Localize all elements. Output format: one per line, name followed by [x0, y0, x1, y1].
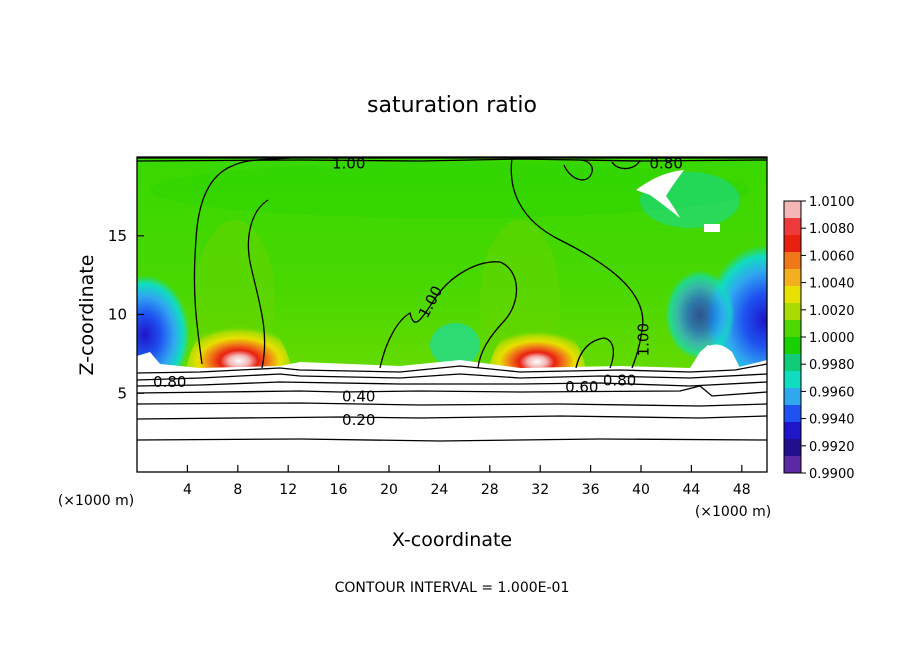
contour-label: 0.80	[649, 154, 682, 172]
y-tick-label: 15	[108, 227, 127, 245]
x-tick-label: 24	[430, 482, 448, 498]
colorbar-swatch	[784, 456, 801, 474]
x-axis-label: X-coordinate	[392, 529, 512, 551]
contour-label-text: 0.80	[603, 372, 636, 390]
colorbar-label: 1.0060	[809, 249, 855, 264]
x-unit-right: (×1000 m)	[695, 504, 771, 520]
x-axis-ticks: 4 8 12 16 20 24 28 32 36 40 44 48	[183, 465, 751, 498]
contour-surface-1	[137, 363, 767, 374]
contour-1-00-left-inner	[247, 199, 269, 369]
colorbar-label: 1.0020	[809, 304, 855, 319]
colorbar-swatch	[784, 320, 801, 338]
colorbar-swatch	[784, 337, 801, 355]
x-tick-label: 16	[330, 482, 348, 498]
x-tick-label: 28	[481, 482, 499, 498]
contour-label-text: 0.20	[342, 411, 375, 429]
hotspot-left	[186, 310, 292, 370]
contour-label: 0.40	[342, 387, 375, 405]
contour-0-10	[137, 438, 767, 442]
contour-label-text: 0.80	[153, 373, 186, 391]
colorbar-swatch	[784, 422, 801, 440]
cyan-region-mid	[430, 323, 480, 367]
terrain-edge	[137, 345, 767, 372]
colorbar-label: 1.0000	[809, 331, 855, 346]
colorbar-swatch	[784, 303, 801, 321]
colorbar-swatch	[784, 269, 801, 287]
contour-0-40	[137, 385, 767, 397]
contour-1-00-small	[575, 337, 615, 369]
white-patch-small	[704, 224, 720, 232]
x-tick-label: 12	[279, 482, 297, 498]
contour-lines	[137, 157, 767, 442]
contour-top-d	[611, 159, 641, 170]
colorbar-swatch	[784, 286, 801, 304]
colorbar-swatch	[784, 218, 801, 236]
y-tick-label: 5	[117, 384, 127, 402]
contour-interval-footnote: CONTOUR INTERVAL = 1.000E-01	[335, 580, 570, 596]
contour-0-30	[137, 402, 767, 407]
plot-area: 1.001.001.000.800.80 0.60 0.800.400.20	[137, 154, 767, 472]
x-tick-label: 20	[380, 482, 398, 498]
colorbar-swatch	[784, 388, 801, 406]
contour-label: 0.20	[342, 411, 375, 429]
x-tick-label: 36	[582, 482, 600, 498]
x-tick-label: 8	[233, 482, 242, 498]
white-patch-upper-right	[636, 170, 684, 218]
contour-label: 1.00	[635, 323, 653, 356]
green-high-band	[150, 162, 750, 218]
y-tick-label: 10	[108, 306, 127, 324]
contour-surface-2	[137, 373, 767, 381]
contour-label: 0.80	[153, 373, 186, 391]
contour-top-c	[563, 159, 593, 181]
contour-surface-3	[137, 381, 767, 387]
chart-title: saturation ratio	[367, 93, 537, 118]
colorbar-swatch	[784, 235, 801, 253]
colorbar-label: 0.9980	[809, 358, 855, 373]
colorbar-label: 1.0080	[809, 222, 855, 237]
contour-label-text: 1.00	[635, 323, 653, 356]
contour-0-20	[137, 415, 767, 420]
x-tick-label: 48	[733, 482, 751, 498]
lower-white-region	[137, 369, 767, 472]
contour-label-text: 0.60	[565, 378, 598, 396]
contour-1-00-right	[510, 157, 644, 369]
y-axis-ticks: 5 10 15	[108, 227, 144, 402]
x-tick-label: 4	[183, 482, 192, 498]
colorbar-label: 1.0100	[809, 195, 855, 210]
cold-region-mid	[665, 270, 735, 360]
contour-label-text: 0.40	[342, 387, 375, 405]
colorbar-swatch	[784, 354, 801, 372]
contour-label: 0.60	[565, 378, 598, 396]
contour-label-text: 0.80	[649, 154, 682, 172]
contour-label-text: 1.00	[332, 154, 365, 172]
colorbar-swatch	[784, 371, 801, 389]
colorbar: 1.0100 1.0080 1.0060 1.0040 1.0020 1.0000 0.99…	[783, 195, 855, 482]
contour-label: 0.80	[603, 372, 636, 390]
colorbar-label: 0.9900	[809, 467, 855, 482]
x-tick-label: 40	[632, 482, 650, 498]
colorbar-swatch	[784, 405, 801, 423]
y-axis-label: Z-coordinate	[76, 255, 98, 376]
x-tick-label: 44	[682, 482, 700, 498]
colorbar-swatch	[784, 201, 801, 219]
colorbar-label: 0.9940	[809, 413, 855, 428]
colorbar-swatch	[784, 252, 801, 270]
contour-label: 1.00	[332, 154, 365, 172]
contour-top-b	[137, 158, 767, 162]
colorbar-swatch	[784, 439, 801, 457]
colorbar-label: 0.9960	[809, 385, 855, 400]
contour-1-00-mid	[379, 261, 518, 369]
contour-labels: 1.001.001.000.800.80 0.60 0.800.400.20	[153, 154, 683, 429]
colorbar-label: 1.0040	[809, 277, 855, 292]
x-tick-label: 32	[531, 482, 549, 498]
hotspot-right	[488, 316, 586, 370]
colorbar-label: 0.9920	[809, 440, 855, 455]
x-unit-left: (×1000 m)	[58, 493, 134, 509]
